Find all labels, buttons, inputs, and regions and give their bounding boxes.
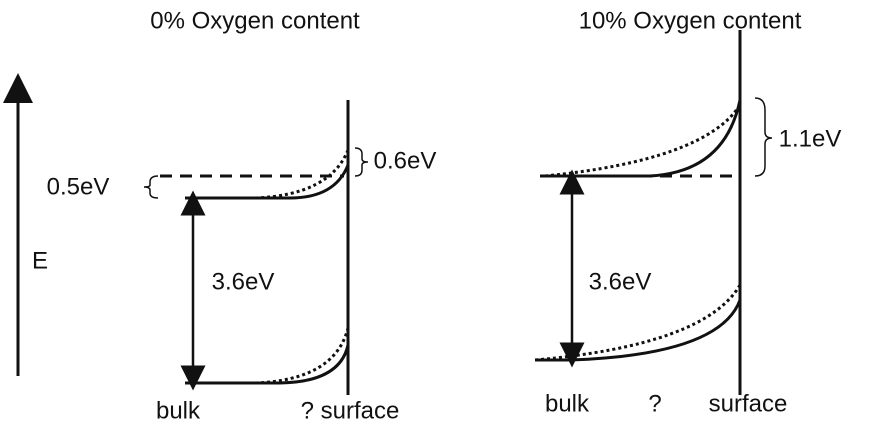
x-label: bulk [156,397,201,424]
conduction-band-dotted [254,149,350,200]
conduction-band [540,99,742,178]
brace [354,147,369,177]
valence-band-dotted [254,327,350,385]
panel-title: 0% Oxygen content [150,7,360,34]
panel-right: 10% Oxygen content 3.6eV 1.1eV bulk ? su… [534,7,842,417]
panel-left: 0% Oxygen content 3.6eV 0.5eV 0.6eV bulk… [47,7,437,424]
valence-band [185,344,350,385]
valence-band-dotted [534,284,742,362]
panel-title: 10% Oxygen content [579,7,802,34]
offset-label: 0.5eV [47,173,110,200]
gap-label: 3.6eV [589,268,652,295]
brace [754,97,773,177]
conduction-band [185,164,350,200]
gap-label: 3.6eV [212,268,275,295]
x-label: ? surface [301,397,400,424]
x-label: bulk [545,390,590,417]
x-label: ? [648,390,661,417]
valence-band [535,299,742,362]
x-label: surface [709,390,788,417]
conduction-band-dotted [544,104,742,178]
axis-label: E [32,247,48,274]
brace [143,175,159,199]
offset-label: 1.1eV [779,125,842,152]
offset-label: 0.6eV [374,147,437,174]
